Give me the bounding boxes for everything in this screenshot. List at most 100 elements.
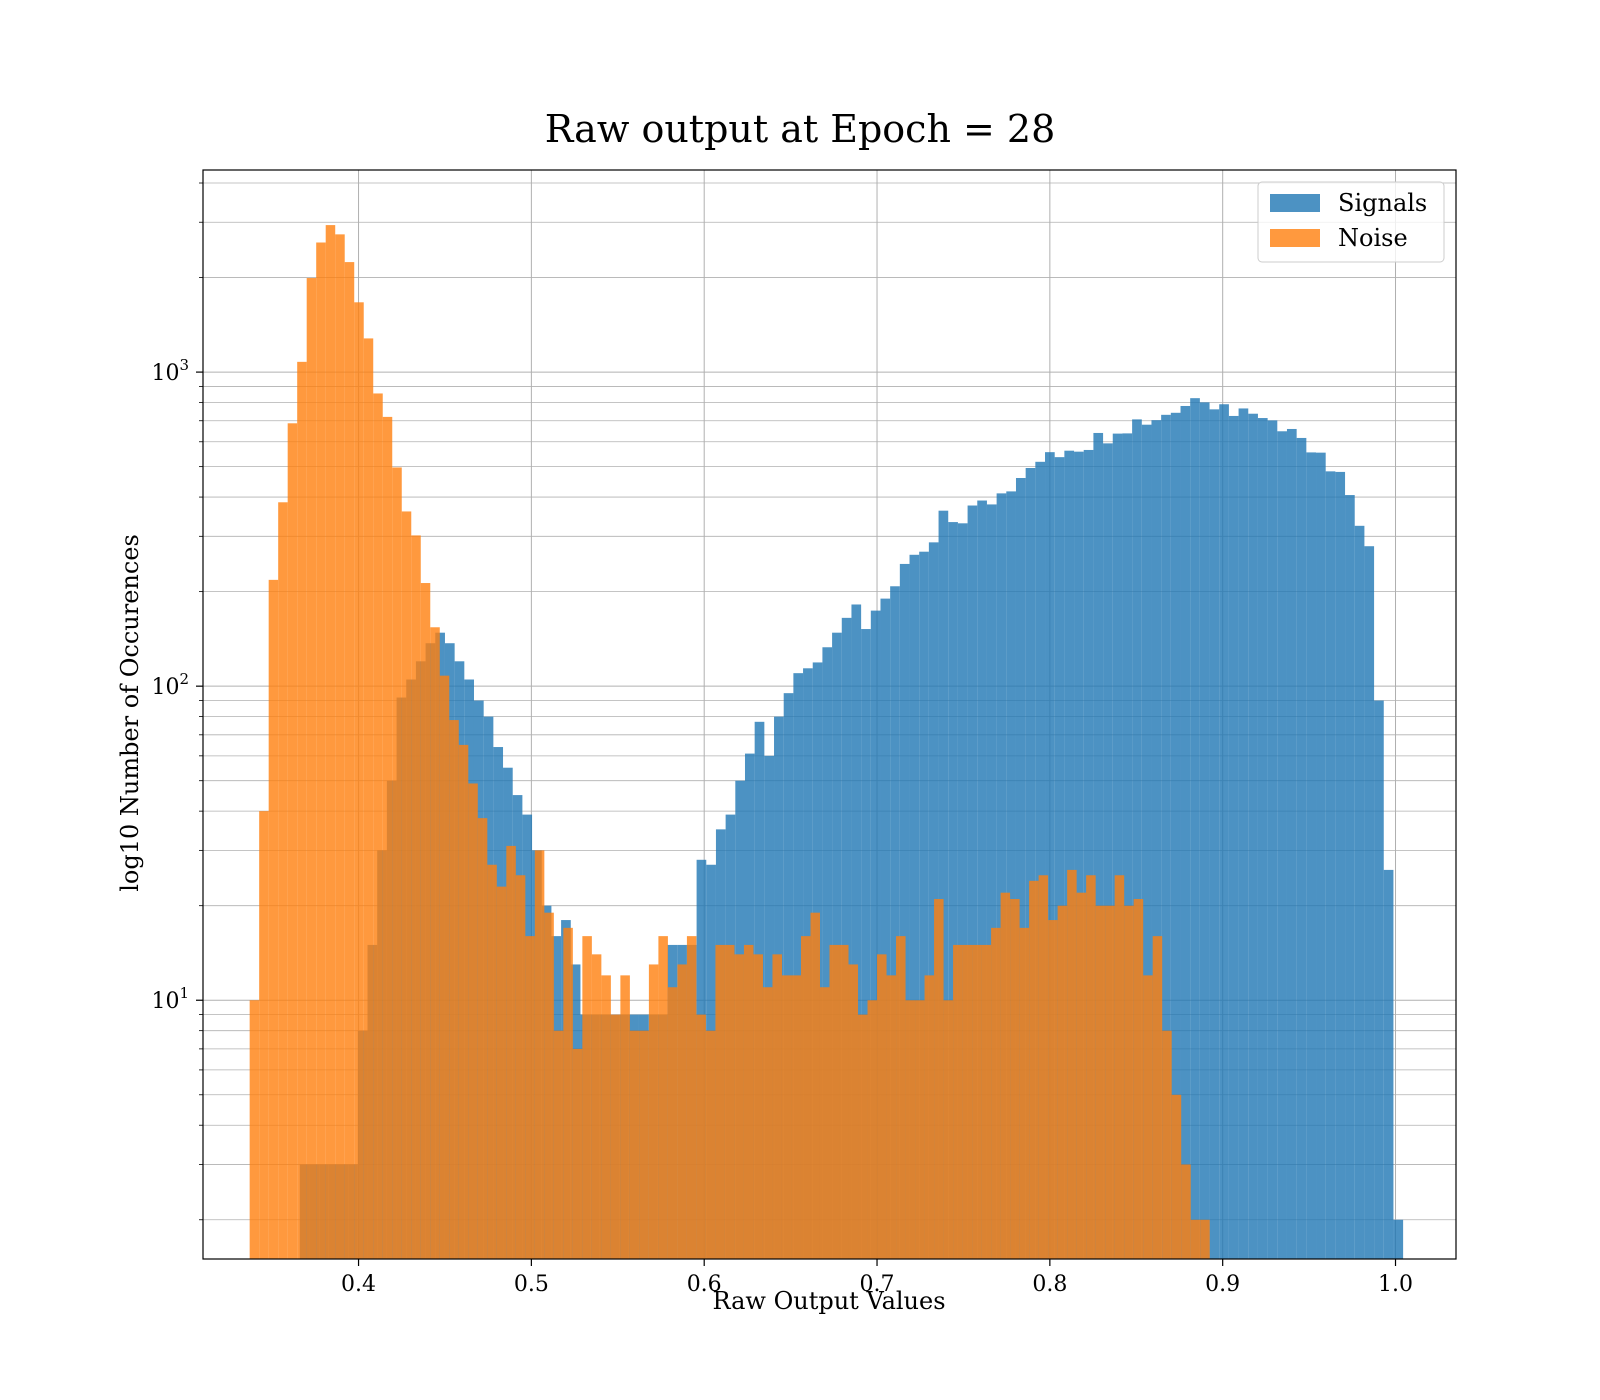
signals-bar: [1267, 420, 1278, 1259]
noise-bar: [506, 845, 516, 1259]
signals-bar: [1093, 432, 1104, 1259]
noise-bar: [487, 864, 497, 1259]
noise-bar: [1029, 880, 1039, 1259]
noise-bar: [373, 393, 383, 1259]
noise-bar: [468, 783, 478, 1259]
noise-bar: [981, 944, 992, 1259]
noise-bars: [249, 225, 1210, 1260]
noise-bar: [1124, 905, 1134, 1259]
x-tick-label: 1.0: [1378, 1272, 1413, 1297]
noise-bar: [1200, 1219, 1210, 1259]
x-axis-ticks: 0.4 0.5 0.6 0.7 0.8 0.9 1.0: [341, 1259, 1413, 1297]
legend-swatch-noise: [1270, 229, 1320, 247]
signals-bar: [1015, 478, 1026, 1259]
y-tick-label: 102: [151, 670, 189, 700]
noise-bar: [259, 811, 269, 1259]
noise-bar: [829, 944, 840, 1259]
noise-bar: [1048, 920, 1058, 1259]
signals-bar: [1316, 452, 1326, 1259]
noise-bar: [1152, 936, 1163, 1259]
noise-bar: [620, 975, 630, 1259]
noise-bar: [858, 1014, 868, 1259]
noise-bar: [667, 987, 678, 1259]
noise-bar: [677, 964, 687, 1259]
noise-bar: [287, 423, 298, 1260]
signals-bar: [1383, 869, 1394, 1259]
signals-bar: [1325, 471, 1336, 1259]
signals-bar: [1393, 1219, 1404, 1259]
legend-label-noise: Noise: [1338, 224, 1408, 252]
noise-bar: [420, 583, 431, 1259]
signals-bar: [957, 523, 968, 1259]
noise-bar: [791, 975, 801, 1259]
signals-bar: [1122, 433, 1133, 1259]
noise-bar: [629, 1030, 640, 1259]
signals-bar: [1103, 443, 1113, 1260]
noise-bar: [268, 579, 279, 1259]
x-tick-label: 0.5: [514, 1272, 549, 1297]
noise-bar: [639, 1030, 649, 1259]
signals-bar: [899, 563, 910, 1259]
signals-bar: [1335, 471, 1346, 1259]
noise-bar: [1067, 869, 1077, 1259]
noise-bar: [525, 936, 535, 1259]
x-axis-label: Raw Output Values: [712, 1287, 945, 1315]
noise-bar: [972, 944, 982, 1259]
noise-bar: [943, 1000, 954, 1259]
signals-bar: [793, 673, 804, 1259]
noise-bar: [1114, 875, 1125, 1259]
noise-bar: [382, 416, 393, 1259]
signals-bar: [1257, 418, 1268, 1259]
signals-bar: [1054, 457, 1065, 1259]
noise-bar: [877, 954, 887, 1259]
chart-title: Raw output at Epoch = 28: [545, 107, 1056, 151]
signals-bar: [1180, 405, 1191, 1259]
noise-bar: [781, 975, 792, 1259]
noise-bar: [1010, 899, 1020, 1259]
x-tick-label: 0.6: [687, 1272, 722, 1297]
noise-bar: [896, 936, 906, 1259]
noise-bar: [392, 467, 402, 1259]
noise-bar: [1171, 1094, 1182, 1259]
noise-bar: [344, 262, 355, 1259]
noise-bar: [648, 964, 659, 1259]
signals-bar: [861, 629, 871, 1259]
noise-bar: [753, 954, 763, 1259]
signals-bar: [1248, 413, 1258, 1259]
noise-bar: [582, 936, 592, 1259]
noise-bar: [1143, 975, 1153, 1259]
signals-bar: [1286, 428, 1297, 1259]
signals-bar: [1064, 450, 1075, 1259]
noise-bar: [915, 1000, 925, 1259]
noise-bar: [905, 1000, 916, 1259]
noise-bar: [934, 899, 944, 1259]
noise-bar: [724, 944, 735, 1259]
signals-bar: [1219, 404, 1229, 1259]
noise-bar: [363, 338, 374, 1259]
signals-bar: [1141, 424, 1152, 1259]
noise-bar: [1038, 875, 1049, 1259]
noise-bar: [715, 944, 725, 1259]
signals-bar: [1035, 461, 1046, 1260]
signals-bar: [986, 504, 997, 1259]
noise-bar: [743, 944, 754, 1259]
noise-bar: [658, 936, 668, 1259]
signals-bar: [1345, 495, 1355, 1259]
noise-bar: [1162, 1030, 1172, 1259]
noise-bar: [439, 675, 450, 1259]
noise-bar: [1086, 875, 1096, 1259]
signals-bar: [948, 522, 958, 1259]
noise-bar: [477, 818, 488, 1259]
signals-bar: [1132, 419, 1142, 1259]
signals-bar: [1074, 451, 1084, 1259]
signals-bar: [938, 510, 949, 1260]
noise-bar: [515, 875, 526, 1259]
noise-bar: [401, 511, 412, 1259]
signals-bar: [1112, 433, 1123, 1260]
noise-bar: [1019, 927, 1030, 1259]
signals-bar: [1170, 412, 1181, 1259]
noise-bar: [772, 954, 782, 1259]
noise-bar: [1095, 905, 1106, 1259]
signals-bar: [1190, 398, 1200, 1260]
